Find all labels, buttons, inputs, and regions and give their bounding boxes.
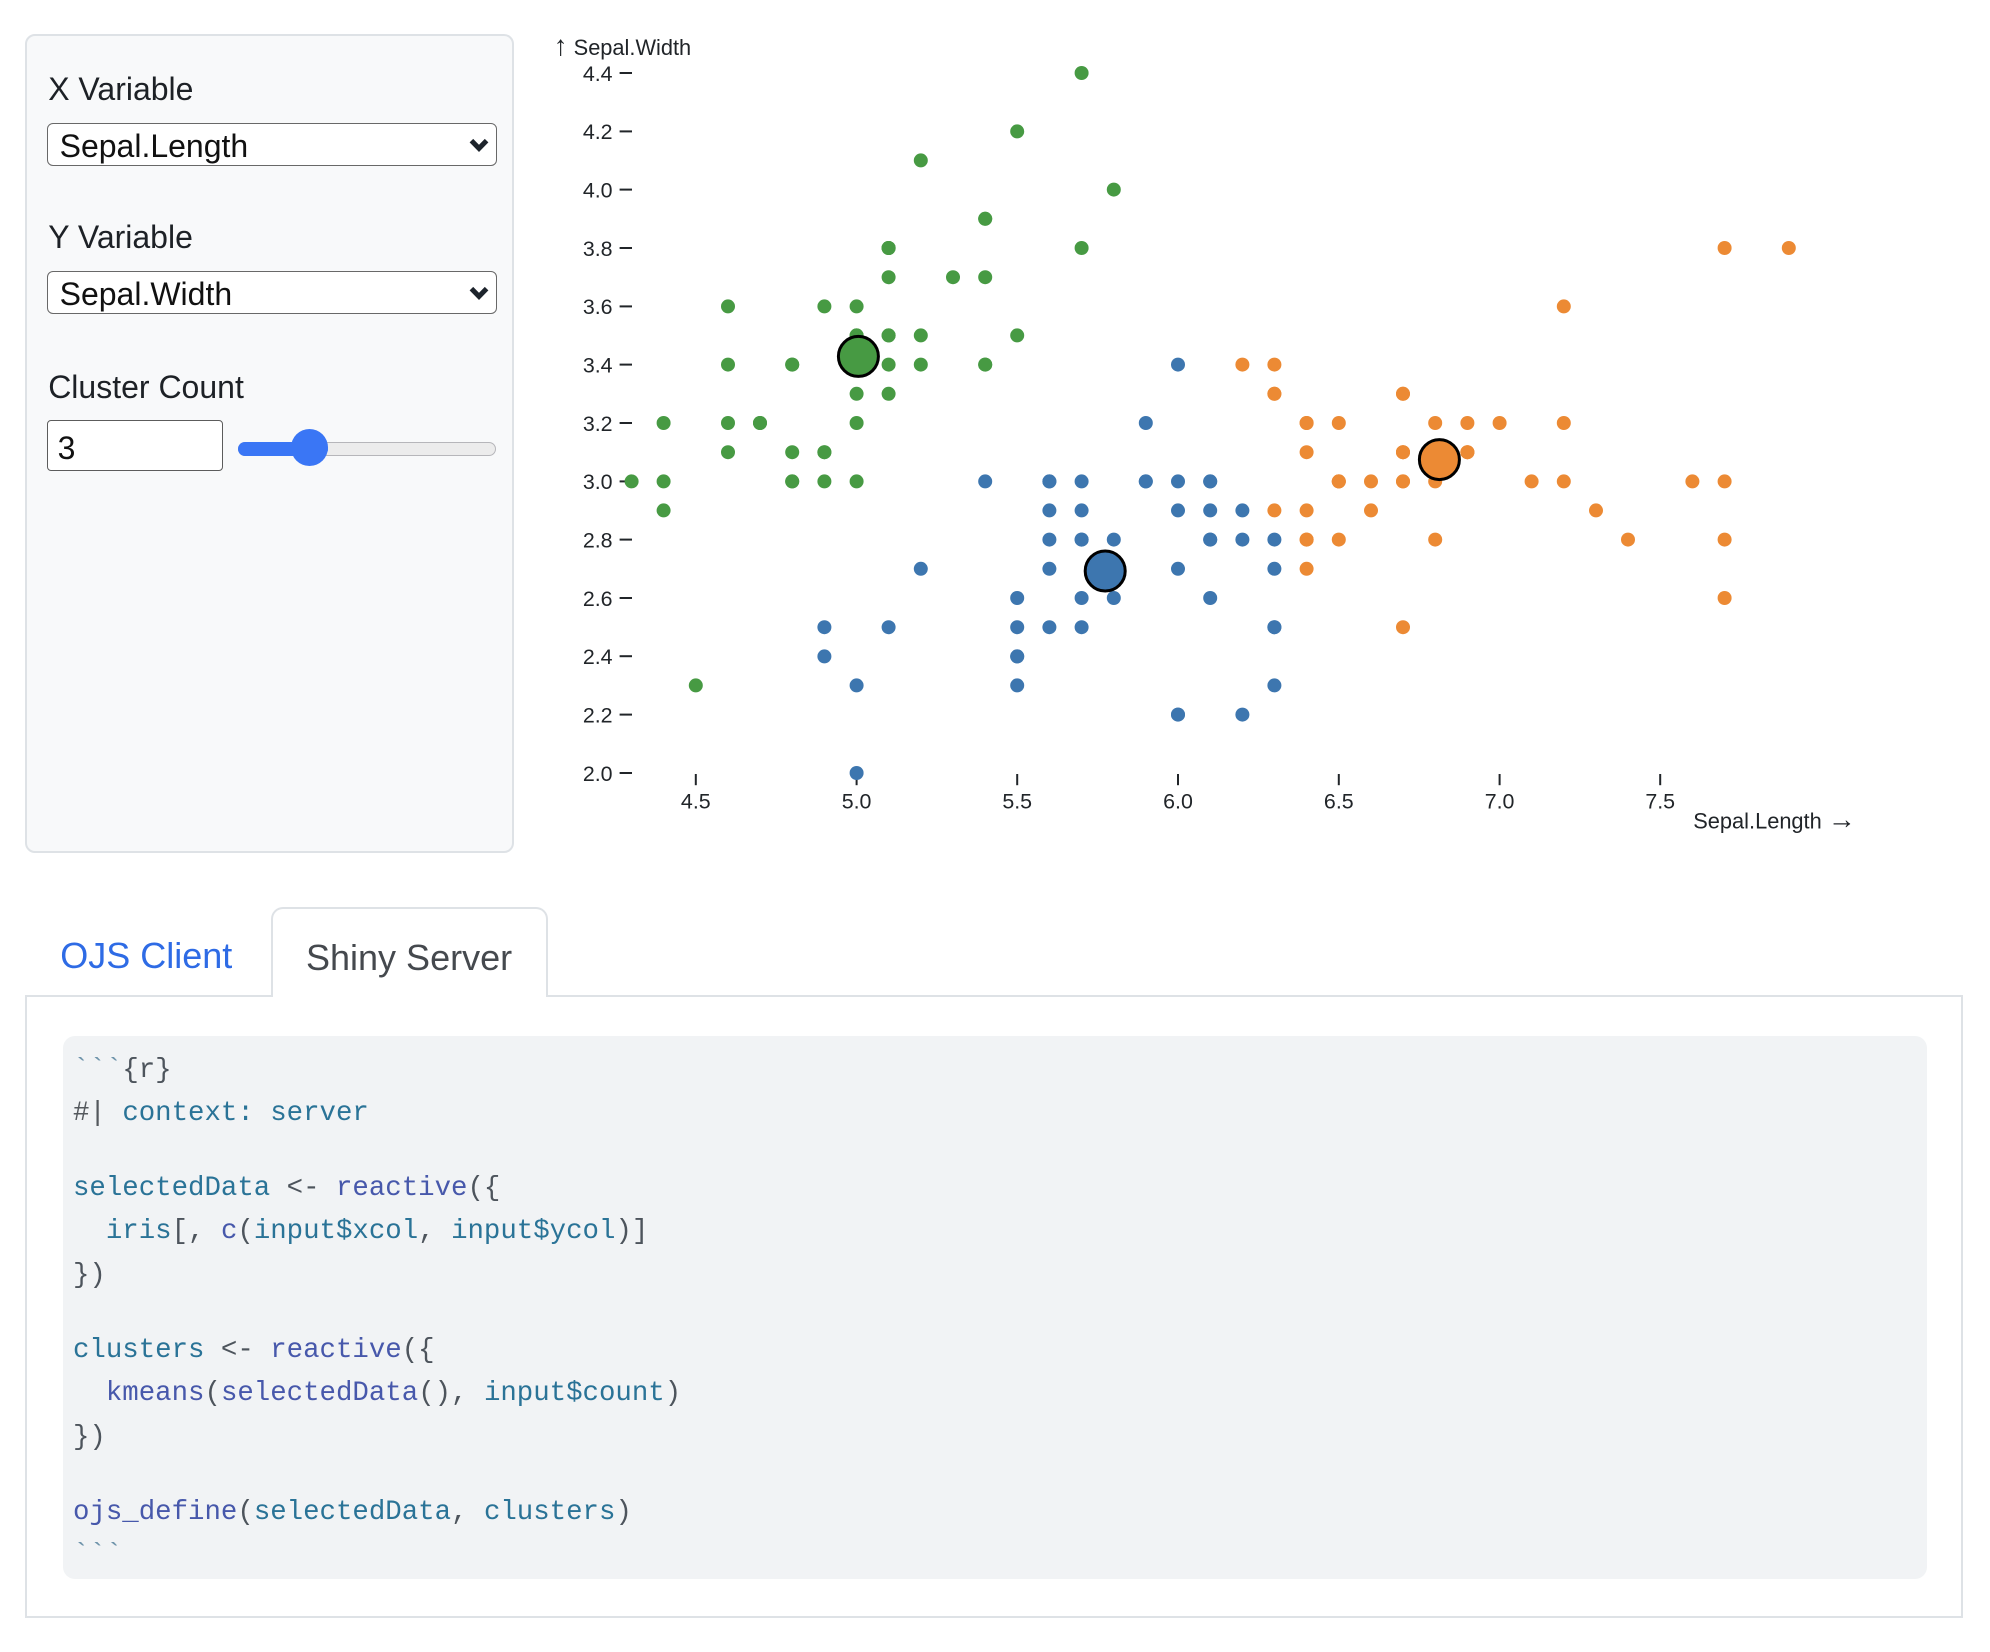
svg-text:2.2: 2.2 bbox=[583, 703, 613, 727]
svg-text:2.6: 2.6 bbox=[583, 587, 613, 611]
svg-text:6.0: 6.0 bbox=[1163, 790, 1193, 814]
svg-text:Sepal.Length →: Sepal.Length → bbox=[1693, 803, 1856, 834]
svg-text:3.6: 3.6 bbox=[583, 295, 613, 319]
svg-text:↑ Sepal.Width: ↑ Sepal.Width bbox=[554, 30, 692, 61]
svg-text:3.2: 3.2 bbox=[583, 412, 613, 436]
svg-text:5.5: 5.5 bbox=[1002, 790, 1032, 814]
svg-text:5.0: 5.0 bbox=[842, 790, 872, 814]
svg-text:4.5: 4.5 bbox=[681, 790, 711, 814]
svg-text:3.4: 3.4 bbox=[583, 353, 613, 377]
svg-text:4.4: 4.4 bbox=[583, 62, 613, 86]
svg-text:3.0: 3.0 bbox=[583, 470, 613, 494]
svg-text:2.8: 2.8 bbox=[583, 528, 613, 552]
svg-text:6.5: 6.5 bbox=[1324, 790, 1354, 814]
svg-text:4.0: 4.0 bbox=[583, 178, 613, 202]
svg-text:7.5: 7.5 bbox=[1645, 790, 1675, 814]
svg-text:7.0: 7.0 bbox=[1485, 790, 1515, 814]
svg-text:2.0: 2.0 bbox=[583, 762, 613, 786]
svg-text:3.8: 3.8 bbox=[583, 237, 613, 261]
svg-text:4.2: 4.2 bbox=[583, 120, 613, 144]
svg-text:2.4: 2.4 bbox=[583, 645, 613, 669]
